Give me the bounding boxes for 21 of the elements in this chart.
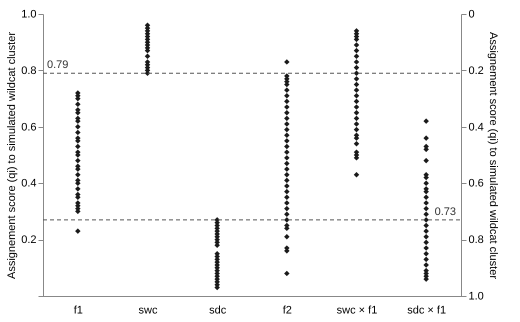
y-tick-label: 1.0 — [21, 8, 36, 20]
x-tick-label: swc — [138, 304, 158, 316]
y-axis-title: Assignement score (qi) to simulated wildcat cluster — [6, 32, 18, 279]
y2-tick-label: 1.0 — [468, 290, 484, 302]
x-tick-label: sdc — [209, 304, 227, 316]
x-tick-label: sdc × f1 — [407, 304, 446, 316]
y-tick-label: 0.6 — [21, 121, 36, 134]
y-tick-label: 0.4 — [21, 178, 36, 190]
y2-tick-label: 0.6 — [468, 178, 484, 190]
ref-line-label: 0.79 — [47, 59, 68, 72]
y-tick-label: 0.8 — [21, 64, 36, 77]
x-tick-label: f2 — [282, 304, 292, 316]
x-tick-label: f1 — [74, 304, 83, 316]
ref-line-label: 0.73 — [434, 206, 456, 218]
y2-tick-label: 0.8 — [468, 234, 484, 246]
y2-tick-label: 0.2 — [468, 64, 484, 77]
y2-tick-label: 0 — [468, 8, 475, 20]
y2-axis-title: Assignement score (qi) to simulated wildcat cluster — [486, 32, 499, 280]
y2-tick-label: 0.4 — [468, 121, 484, 134]
y-tick-label: 0.2 — [21, 234, 36, 246]
x-tick-label: swc × f1 — [336, 304, 378, 316]
